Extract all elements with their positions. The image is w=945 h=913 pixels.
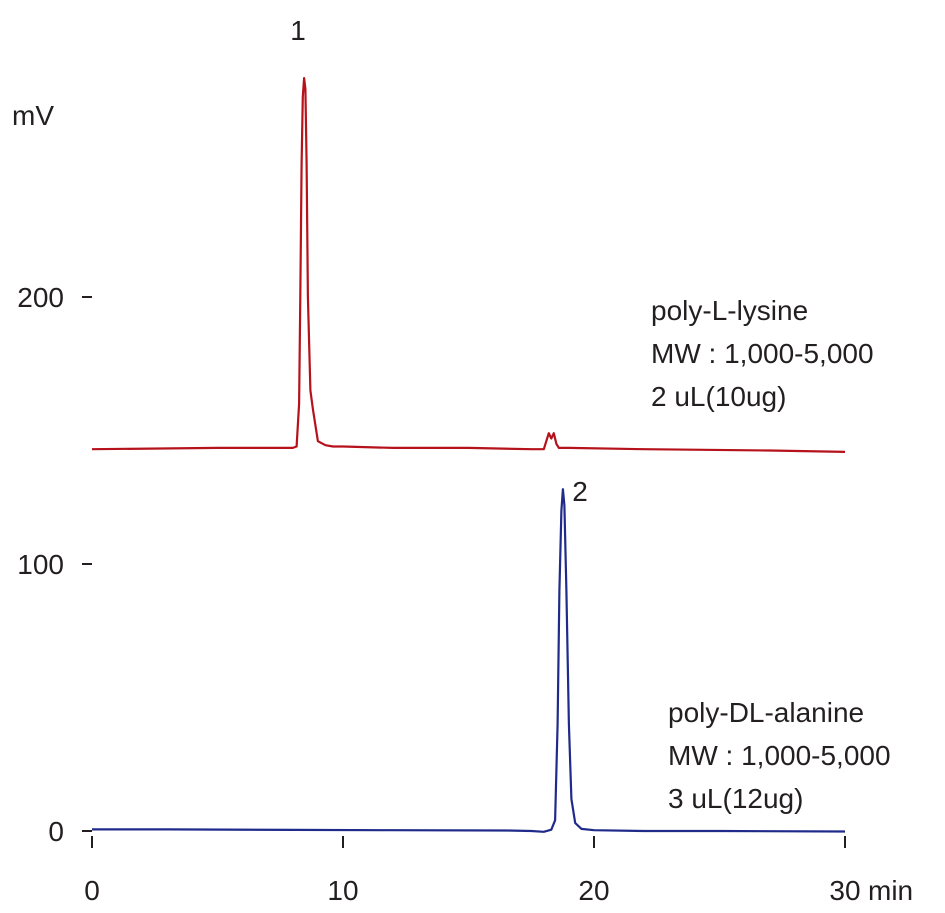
sample-1-legend: poly-L-lysine MW : 1,000-5,000 2 uL(10ug… <box>651 295 874 412</box>
y-axis: 0 100 200 <box>17 282 92 847</box>
sample-2-mw: MW : 1,000-5,000 <box>668 740 891 771</box>
sample-2-name: poly-DL-alanine <box>668 697 864 728</box>
y-tick-label-1: 100 <box>17 549 64 580</box>
sample-2-legend: poly-DL-alanine MW : 1,000-5,000 3 uL(12… <box>668 697 891 814</box>
series-line-2 <box>92 488 846 833</box>
y-tick-label-0: 0 <box>48 816 64 847</box>
sample-2-amount: 3 uL(12ug) <box>668 783 803 814</box>
sample-1-mw: MW : 1,000-5,000 <box>651 338 874 369</box>
y-tick-label-2: 200 <box>17 282 64 313</box>
series-lines <box>91 77 846 833</box>
x-tick-label-1: 10 <box>327 875 358 906</box>
x-tick-label-3: 30 <box>829 875 860 906</box>
sample-1-name: poly-L-lysine <box>651 295 808 326</box>
x-tick-label-2: 20 <box>578 875 609 906</box>
series-line-1 <box>91 77 846 453</box>
x-axis-label: min <box>868 875 913 906</box>
peak-1-label: 1 <box>290 15 306 46</box>
y-axis-label: mV <box>12 100 54 131</box>
x-tick-label-0: 0 <box>84 875 100 906</box>
x-axis: 0 10 20 30 <box>84 836 861 906</box>
sample-1-amount: 2 uL(10ug) <box>651 381 786 412</box>
peak-2-label: 2 <box>572 476 588 507</box>
